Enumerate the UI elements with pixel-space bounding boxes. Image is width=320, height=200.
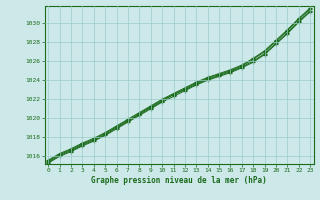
X-axis label: Graphe pression niveau de la mer (hPa): Graphe pression niveau de la mer (hPa) bbox=[91, 176, 267, 185]
